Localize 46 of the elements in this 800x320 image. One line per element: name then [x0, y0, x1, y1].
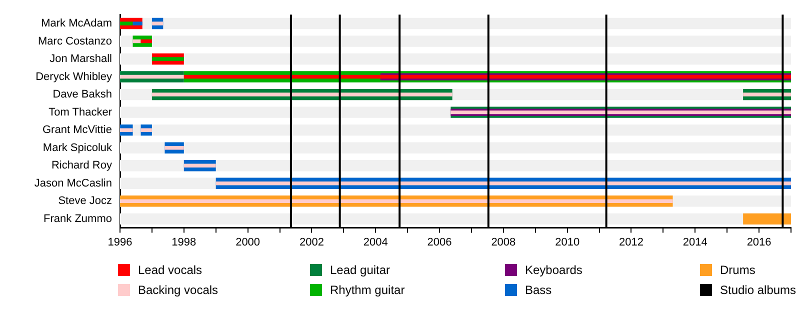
bar — [743, 213, 791, 225]
legend-label: Rhythm guitar — [330, 283, 405, 297]
y-tick-label: Mark McAdam — [41, 18, 112, 30]
x-tick-label: 1996 — [108, 236, 132, 248]
legend-label: Backing vocals — [138, 283, 218, 297]
x-tick-label: 2008 — [491, 236, 516, 248]
x-tick-label: 2006 — [427, 236, 452, 248]
bar — [184, 164, 216, 168]
bar — [120, 128, 133, 132]
x-tick-label: 2016 — [746, 236, 772, 248]
x-tick-label: 2002 — [299, 236, 324, 248]
bar — [152, 92, 452, 96]
y-tick-label: Jason McCaslin — [34, 177, 112, 190]
y-tick-label: Richard Roy — [51, 160, 112, 172]
legend-label: Bass — [525, 283, 552, 297]
bar — [120, 74, 184, 79]
bar — [152, 22, 164, 26]
y-tick-label: Mark Spicoluk — [42, 142, 112, 154]
bar — [743, 92, 791, 96]
y-tick-label: Tom Thacker — [48, 106, 112, 118]
bar — [164, 146, 184, 150]
legend-label: Studio albums — [720, 283, 796, 297]
bar — [152, 57, 184, 61]
legend-label: Lead vocals — [138, 263, 202, 277]
bar — [132, 22, 142, 26]
x-tick-label: 2010 — [555, 236, 580, 248]
x-tick-label: 2000 — [236, 236, 260, 248]
y-tick-label: Deryck Whibley — [36, 70, 112, 83]
y-tick-label: Steve Jocz — [58, 195, 112, 208]
x-tick-label: 2012 — [618, 236, 644, 248]
x-tick-label: 2004 — [363, 236, 388, 248]
legend-label: Drums — [720, 263, 756, 277]
x-tick-label: 1998 — [172, 236, 196, 248]
bar — [140, 128, 152, 132]
y-tick-label: Dave Baksh — [52, 88, 112, 101]
x-tick-label: 2014 — [682, 236, 708, 248]
y-tick-label: Jon Marshall — [50, 53, 112, 66]
bar — [140, 39, 152, 44]
legend-label: Keyboards — [525, 263, 582, 277]
bar — [132, 39, 141, 44]
y-tick-label: Frank Zummo — [44, 212, 112, 225]
y-tick-label: Grant McVittie — [42, 124, 112, 136]
y-tick-label: Marc Costanzo — [38, 35, 112, 48]
bar — [120, 22, 133, 26]
legend-label: Lead guitar — [330, 263, 390, 277]
bar — [184, 74, 791, 79]
